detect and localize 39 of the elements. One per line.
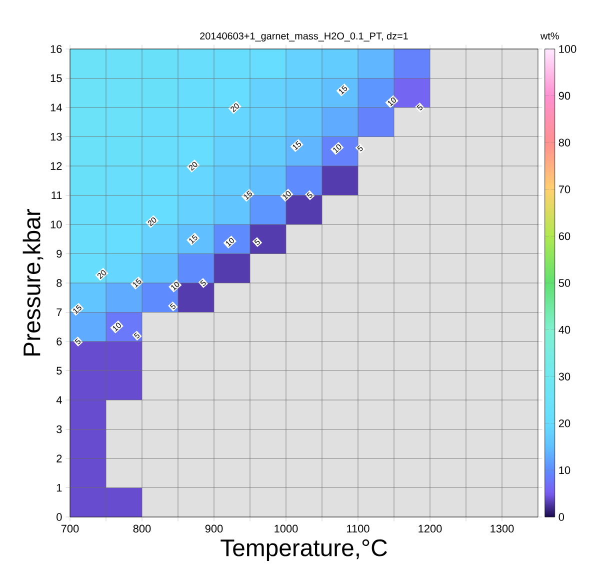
x-axis-title: Temperature,°C (220, 539, 387, 562)
y-tick-label: 5 (56, 366, 62, 375)
color-bar-label: 0 (558, 513, 564, 521)
y-tick-label: 9 (56, 250, 62, 258)
y-tick-label: 13 (50, 132, 62, 141)
x-tick-label: 800 (133, 524, 151, 533)
color-bar-title: wt% (540, 32, 559, 40)
y-tick-label: 4 (56, 396, 62, 404)
x-tick-label: 1000 (274, 524, 298, 533)
y-tick-label: 6 (56, 338, 62, 346)
y-tick-label: 10 (50, 220, 62, 228)
y-tick-label: 1 (56, 484, 62, 492)
y-tick-label: 14 (50, 104, 62, 112)
x-tick-label: 1100 (347, 524, 370, 533)
y-tick-label: 2 (56, 454, 62, 462)
color-bar-label: 40 (558, 326, 570, 334)
color-bar-label: 10 (559, 466, 570, 474)
color-bar-label: 100 (559, 45, 576, 53)
y-tick-label: 8 (56, 279, 62, 287)
y-tick-label: 16 (50, 45, 62, 53)
y-tick-label: 11 (52, 191, 62, 200)
y-tick-label: 15 (50, 74, 62, 82)
y-tick-label: 3 (56, 425, 62, 434)
color-bar-label: 20 (558, 420, 570, 428)
y-tick-label: 0 (56, 513, 62, 521)
y-tick-label: 12 (50, 162, 62, 170)
x-tick-label: 900 (205, 524, 223, 533)
color-bar-label: 80 (558, 138, 570, 146)
color-bar-label: 30 (558, 372, 570, 380)
x-tick-label: 700 (61, 524, 79, 533)
y-axis-title: Pressure,kbar (22, 208, 44, 356)
color-bar-label: 90 (558, 92, 570, 100)
x-tick-label: 1300 (490, 524, 514, 533)
x-tick-label: 1200 (418, 524, 442, 533)
color-bar-label: 60 (558, 232, 570, 240)
color-bar-label: 50 (558, 279, 570, 287)
color-bar-label: 70 (558, 186, 570, 194)
y-tick-label: 7 (56, 308, 62, 316)
chart-title: 20140603+1_garnet_mass_H2O_0.1_PT, dz=1 (200, 32, 408, 42)
